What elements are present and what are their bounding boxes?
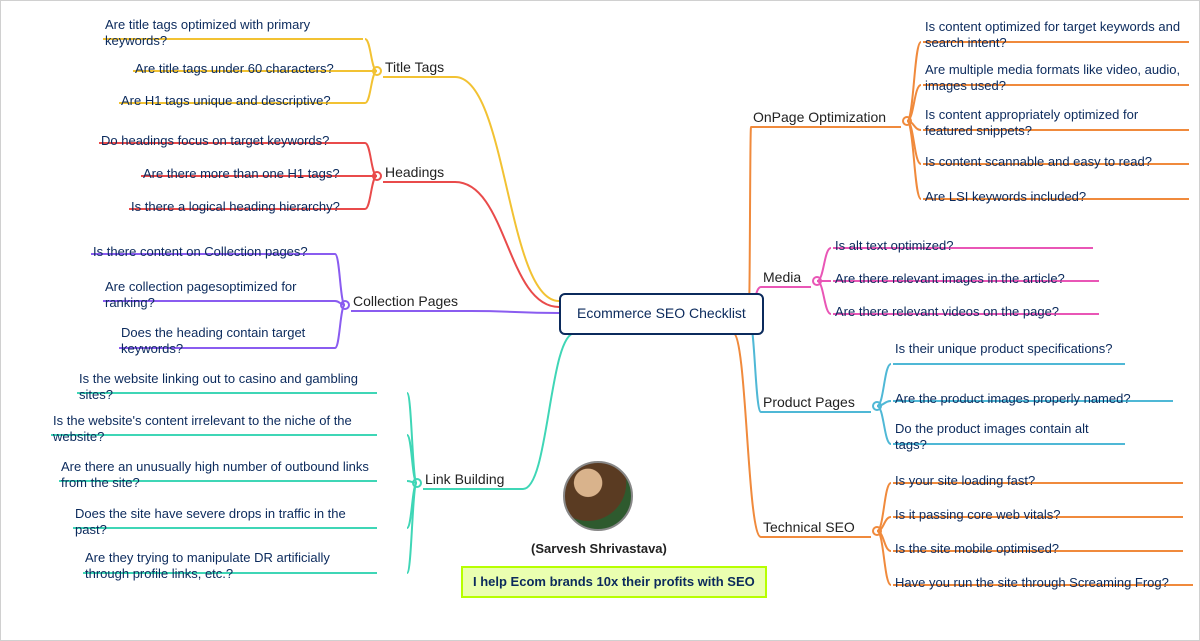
branch-headings: Headings (383, 164, 455, 186)
leaf-media-0: Is alt text optimized? (833, 238, 1093, 257)
leaf-collection-1: Are collection pagesoptimized for rankin… (103, 279, 335, 315)
leaf-headings-2: Is there a logical heading hierarchy? (129, 199, 365, 218)
author-avatar (563, 461, 633, 531)
leaf-headings-0: Do headings focus on target keywords? (99, 133, 365, 152)
leaf-onpage-0: Is content optimized for target keywords… (923, 19, 1189, 55)
branch-media: Media (761, 269, 811, 291)
leaf-onpage-3: Is content scannable and easy to read? (923, 154, 1189, 173)
leaf-link-building-2: Are there an unusually high number of ou… (59, 459, 377, 495)
author-tagline: I help Ecom brands 10x their profits wit… (461, 566, 767, 598)
branch-link-building: Link Building (423, 471, 523, 493)
leaf-technical-2: Is the site mobile optimised? (893, 541, 1183, 560)
branch-collection: Collection Pages (351, 293, 471, 315)
center-node: Ecommerce SEO Checklist (559, 293, 764, 335)
branch-title-tags: Title Tags (383, 59, 455, 81)
leaf-link-building-1: Is the website's content irrelevant to t… (51, 413, 377, 449)
mindmap-stage: Ecommerce SEO Checklist (Sarvesh Shrivast… (0, 0, 1200, 641)
leaf-media-1: Are there relevant images in the article… (833, 271, 1099, 290)
branch-technical: Technical SEO (761, 519, 871, 541)
leaf-technical-0: Is your site loading fast? (893, 473, 1183, 492)
branch-product: Product Pages (761, 394, 871, 416)
leaf-media-2: Are there relevant videos on the page? (833, 304, 1099, 323)
leaf-link-building-0: Is the website linking out to casino and… (77, 371, 377, 407)
leaf-collection-2: Does the heading contain target keywords… (119, 325, 335, 361)
leaf-title-tags-0: Are title tags optimized with primary ke… (103, 17, 363, 53)
leaf-collection-0: Is there content on Collection pages? (91, 244, 335, 263)
leaf-title-tags-1: Are title tags under 60 characters? (133, 61, 365, 80)
leaf-onpage-4: Are LSI keywords included? (923, 189, 1189, 208)
leaf-technical-1: Is it passing core web vitals? (893, 507, 1183, 526)
branch-onpage: OnPage Optimization (751, 109, 901, 131)
author-name: (Sarvesh Shrivastava) (531, 541, 667, 557)
leaf-headings-1: Are there more than one H1 tags? (141, 166, 365, 185)
leaf-link-building-3: Does the site have severe drops in traff… (73, 506, 377, 542)
leaf-product-2: Do the product images contain alt tags? (893, 421, 1125, 457)
leaf-product-1: Are the product images properly named? (893, 391, 1173, 410)
leaf-product-0: Is their unique product specifications? (893, 341, 1125, 360)
leaf-onpage-2: Is content appropriately optimized for f… (923, 107, 1189, 143)
leaf-link-building-4: Are they trying to manipulate DR artific… (83, 550, 377, 586)
leaf-onpage-1: Are multiple media formats like video, a… (923, 62, 1189, 98)
leaf-technical-3: Have you run the site through Screaming … (893, 575, 1193, 594)
leaf-title-tags-2: Are H1 tags unique and descriptive? (119, 93, 365, 112)
